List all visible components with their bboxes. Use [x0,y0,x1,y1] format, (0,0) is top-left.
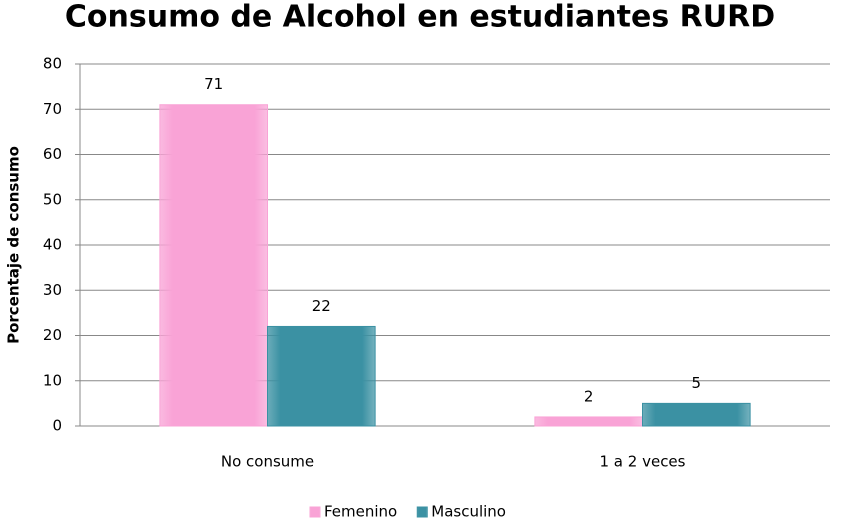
legend-label: Femenino [324,503,397,521]
data-label: 2 [584,387,594,405]
bar [534,416,643,427]
data-label: 71 [204,75,223,93]
x-tick-label: 1 a 2 veces [600,453,686,471]
data-label: 22 [312,297,331,315]
y-tick-label: 10 [43,371,62,389]
y-tick-label: 80 [43,55,62,73]
y-tick-label: 50 [43,190,62,208]
bar [159,104,268,427]
legend-swatch [416,506,428,518]
bar [642,402,751,427]
chart-title: Consumo de Alcohol en estudiantes RURD [65,0,775,35]
y-tick-label: 0 [52,417,62,435]
data-label: 5 [692,374,702,392]
bar [267,325,376,427]
legend-swatch [309,506,321,518]
y-axis-label: Porcentaje de consumo [5,146,23,344]
y-tick-label: 30 [43,281,62,299]
y-tick-label: 20 [43,326,62,344]
y-tick-label: 70 [43,100,62,118]
y-tick-label: 40 [43,236,62,254]
x-tick-label: No consume [221,453,314,471]
legend-label: Masculino [431,503,506,521]
y-tick-label: 60 [43,145,62,163]
